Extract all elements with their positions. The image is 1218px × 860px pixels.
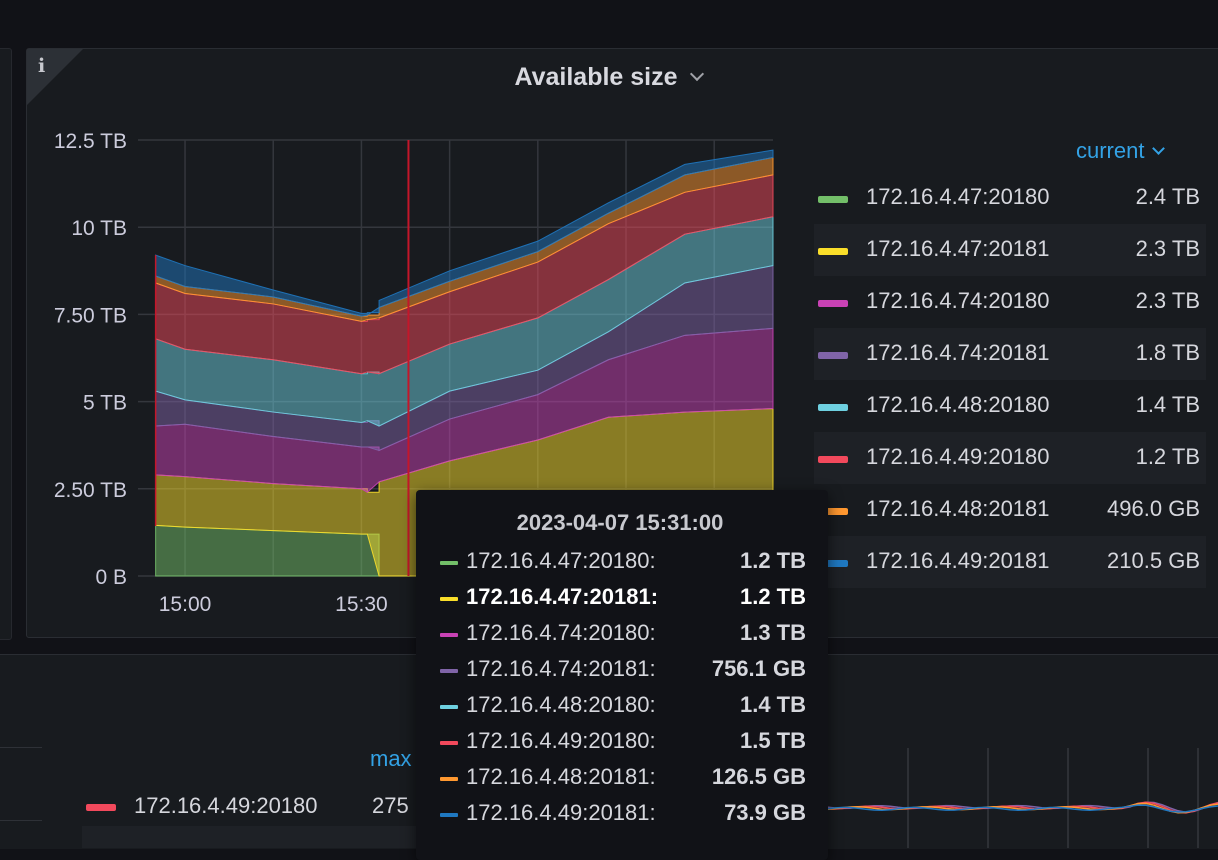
- bottom-legend-header-max[interactable]: max: [370, 746, 412, 771]
- y-tick-label: 0 B: [95, 566, 127, 589]
- tooltip-series-name: 172.16.4.47:20180:: [466, 548, 656, 573]
- info-icon[interactable]: i: [38, 55, 46, 77]
- bottom-legend-name[interactable]: 172.16.4.49:20180: [134, 793, 318, 818]
- x-tick-label: 15:30: [335, 593, 388, 616]
- tooltip-row: 172.16.4.47:20180: 1.2 TB: [416, 544, 828, 580]
- panel-title[interactable]: Available size: [27, 63, 1189, 92]
- tooltip-row: 172.16.4.48:20180: 1.4 TB: [416, 688, 828, 724]
- mini-series-line: [826, 801, 1218, 814]
- divider: [0, 747, 42, 748]
- tooltip-swatch: [440, 561, 458, 565]
- legend-item[interactable]: 172.16.4.74:20180 2.3 TB: [814, 276, 1206, 328]
- legend-current-value: 1.2 TB: [1135, 444, 1200, 469]
- legend-current-value: 1.8 TB: [1135, 340, 1200, 365]
- tooltip-series-value: 1.2 TB: [739, 584, 806, 609]
- legend-item[interactable]: 172.16.4.48:20181 496.0 GB: [814, 484, 1206, 536]
- tooltip-series-value: 1.4 TB: [739, 692, 806, 717]
- tooltip-row: 172.16.4.74:20181: 756.1 GB: [416, 652, 828, 688]
- legend-series-name[interactable]: 172.16.4.47:20180: [866, 184, 1050, 209]
- tooltip-swatch: [440, 669, 458, 673]
- legend-current-value: 210.5 GB: [1107, 548, 1200, 573]
- y-tick-label: 12.5 TB: [54, 130, 127, 153]
- legend-series-name[interactable]: 172.16.4.49:20181: [866, 548, 1050, 573]
- legend-swatch: [818, 560, 848, 567]
- legend-swatch: [818, 508, 848, 515]
- tooltip-swatch: [440, 597, 458, 601]
- tooltip-swatch: [440, 777, 458, 781]
- legend-item[interactable]: 172.16.4.49:20180 1.2 TB: [814, 432, 1206, 484]
- tooltip-series-value: 1.3 TB: [739, 620, 806, 645]
- legend-swatch: [818, 404, 848, 411]
- legend-current-value: 2.3 TB: [1135, 236, 1200, 261]
- legend-item[interactable]: 172.16.4.47:20180 2.4 TB: [814, 172, 1206, 224]
- legend-item[interactable]: 172.16.4.49:20181 210.5 GB: [814, 536, 1206, 588]
- tooltip-swatch: [440, 705, 458, 709]
- tooltip-row: 172.16.4.48:20181: 126.5 GB: [416, 760, 828, 796]
- tooltip-series-name: 172.16.4.49:20181:: [466, 800, 656, 825]
- legend-series-name[interactable]: 172.16.4.49:20180: [866, 444, 1050, 469]
- legend-series-name[interactable]: 172.16.4.74:20180: [866, 288, 1050, 313]
- y-tick-label: 10 TB: [71, 217, 127, 240]
- legend-current-value: 2.3 TB: [1135, 288, 1200, 313]
- legend-item[interactable]: 172.16.4.74:20181 1.8 TB: [814, 328, 1206, 380]
- tooltip-swatch: [440, 633, 458, 637]
- legend-swatch: [818, 248, 848, 255]
- tooltip-row: 172.16.4.74:20180: 1.3 TB: [416, 616, 828, 652]
- tooltip-series-name: 172.16.4.49:20180:: [466, 728, 656, 753]
- chevron-down-icon: [1152, 142, 1166, 155]
- bottom-legend-value: 275: [372, 793, 409, 818]
- y-tick-label: 2.50 TB: [54, 479, 127, 502]
- tooltip-series-name: 172.16.4.74:20180:: [466, 620, 656, 645]
- panel-title-text: Available size: [514, 63, 678, 91]
- panel-info-corner[interactable]: [27, 49, 83, 105]
- legend-header-label: current: [1076, 138, 1145, 163]
- tooltip-series-name: 172.16.4.74:20181:: [466, 656, 656, 681]
- legend-series-name[interactable]: 172.16.4.48:20180: [866, 392, 1050, 417]
- tooltip-row: 172.16.4.47:20181: 1.2 TB: [416, 580, 828, 616]
- legend-series-name[interactable]: 172.16.4.47:20181: [866, 236, 1050, 261]
- legend-swatch: [818, 456, 848, 463]
- top-bar: [0, 0, 1218, 46]
- y-tick-label: 7.50 TB: [54, 304, 127, 327]
- tooltip-row: 172.16.4.49:20180: 1.5 TB: [416, 724, 828, 760]
- area-series: [155, 149, 774, 317]
- tooltip-series-value: 1.5 TB: [739, 728, 806, 753]
- legend-current-value: 2.4 TB: [1135, 184, 1200, 209]
- hover-tooltip: 2023-04-07 15:31:00 172.16.4.47:20180: 1.…: [416, 490, 828, 860]
- legend-item[interactable]: 172.16.4.47:20181 2.3 TB: [814, 224, 1206, 276]
- x-tick-label: 15:00: [159, 593, 212, 616]
- legend-series-name[interactable]: 172.16.4.48:20181: [866, 496, 1050, 521]
- legend-sort-current[interactable]: current: [1076, 138, 1166, 164]
- legend-series-name[interactable]: 172.16.4.74:20181: [866, 340, 1050, 365]
- tooltip-swatch: [440, 813, 458, 817]
- tooltip-series-name: 172.16.4.48:20181:: [466, 764, 656, 789]
- divider: [0, 820, 42, 821]
- tooltip-time: 2023-04-07 15:31:00: [516, 510, 724, 535]
- bottom-legend-swatch: [86, 804, 116, 811]
- tooltip-series-name: 172.16.4.48:20180:: [466, 692, 656, 717]
- bottom-mini-chart[interactable]: [826, 748, 1218, 848]
- tooltip-series-value: 756.1 GB: [711, 656, 806, 681]
- tooltip-series-name: 172.16.4.47:20181:: [466, 584, 659, 609]
- mini-series-line: [826, 804, 1218, 813]
- adjacent-panel-edge: [0, 48, 12, 640]
- legend-item[interactable]: 172.16.4.48:20180 1.4 TB: [814, 380, 1206, 432]
- tooltip-series-value: 126.5 GB: [711, 764, 806, 789]
- tooltip-series-value: 1.2 TB: [739, 548, 806, 573]
- tooltip-series-value: 73.9 GB: [724, 800, 806, 825]
- tooltip-row: 172.16.4.49:20181: 73.9 GB: [416, 796, 828, 832]
- legend-current-value: 1.4 TB: [1135, 392, 1200, 417]
- bottom-legend-row: [82, 826, 422, 848]
- legend-current-value: 496.0 GB: [1107, 496, 1200, 521]
- legend-swatch: [818, 300, 848, 307]
- y-tick-label: 5 TB: [83, 392, 127, 415]
- legend-swatch: [818, 352, 848, 359]
- tooltip-swatch: [440, 741, 458, 745]
- legend-swatch: [818, 196, 848, 203]
